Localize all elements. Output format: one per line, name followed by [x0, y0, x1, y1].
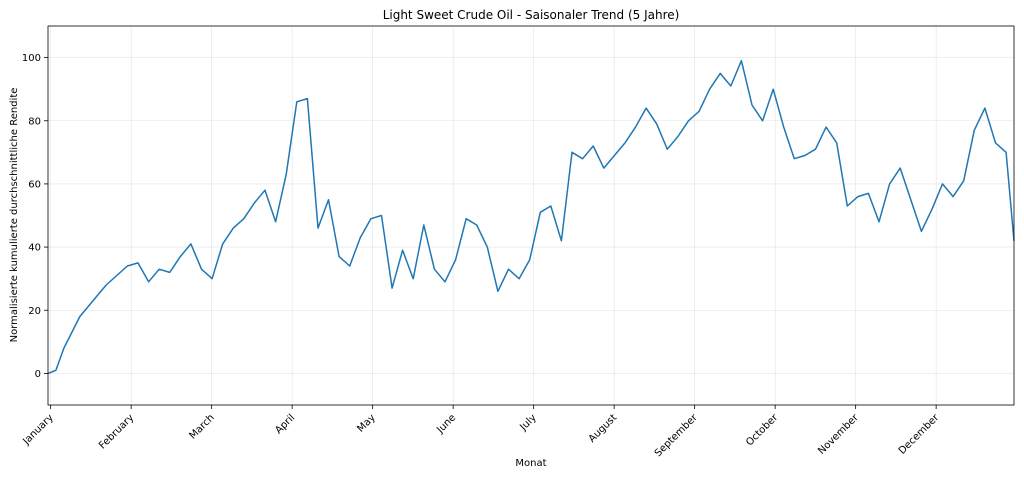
y-tick-label: 0: [35, 369, 41, 380]
x-axis-label: Monat: [515, 458, 546, 469]
x-tick-label: May: [355, 412, 377, 434]
x-tick-label: January: [20, 412, 55, 447]
x-tick-label: April: [273, 412, 297, 436]
y-tick-label: 20: [28, 306, 41, 317]
y-tick-label: 100: [22, 53, 41, 64]
y-axis: 0 20 40 60 80 100: [22, 53, 48, 380]
y-tick-label: 40: [28, 243, 41, 254]
grid: [48, 26, 1014, 405]
plot-background: [48, 26, 1014, 405]
x-axis: January February March April May June July Augu…: [20, 405, 942, 459]
x-tick-label: July: [518, 412, 539, 433]
chart-title: Light Sweet Crude Oil - Saisonaler Trend…: [383, 8, 680, 22]
x-tick-label: August: [587, 412, 620, 445]
plot-frame: [47, 25, 1015, 406]
x-tick-label: November: [816, 412, 861, 457]
series-line: [47, 59, 1015, 375]
x-tick-label: March: [187, 412, 216, 441]
y-tick-label: 80: [28, 116, 41, 127]
x-tick-label: September: [653, 412, 700, 459]
series-layer: [47, 59, 1015, 375]
x-tick-label: June: [434, 412, 458, 436]
y-tick-label: 60: [28, 179, 41, 190]
y-axis-label: Normalisierte kumulierte durchschnittlic…: [9, 88, 20, 343]
x-tick-label: October: [744, 412, 781, 449]
x-tick-label: December: [897, 412, 942, 457]
x-tick-label: February: [97, 412, 136, 451]
